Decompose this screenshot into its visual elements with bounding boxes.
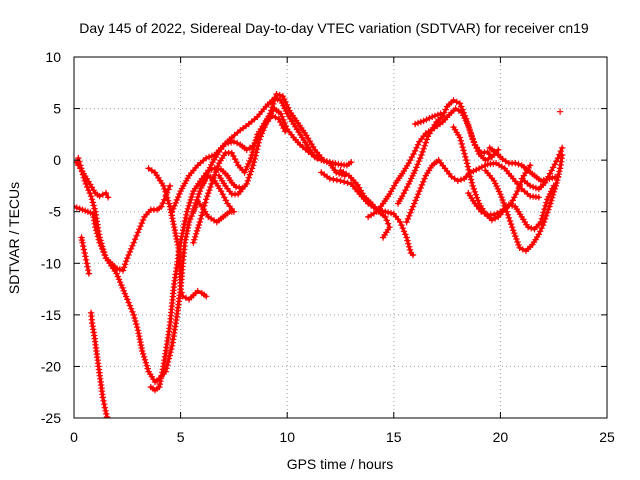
x-tick-label: 25 bbox=[599, 429, 615, 445]
series-point-markers bbox=[394, 97, 502, 207]
series-point-markers bbox=[482, 151, 566, 255]
series-arc-22 bbox=[482, 151, 566, 255]
series-arc-24 bbox=[556, 108, 564, 115]
axis-ticks: 0 5 10 15 20 25 -25 -20 -15 -10 -5 0 5 10 bbox=[41, 49, 615, 445]
y-tick-label: -15 bbox=[41, 307, 61, 323]
series-arc-7 bbox=[145, 165, 210, 303]
y-axis-label: SDTVAR / TECUs bbox=[6, 182, 22, 294]
series-arc-23 bbox=[518, 144, 566, 193]
chart-title: Day 145 of 2022, Sidereal Day-to-day VTE… bbox=[79, 20, 589, 36]
series-point-markers bbox=[145, 165, 210, 303]
series-arc-11 bbox=[198, 172, 238, 215]
series-point-markers bbox=[147, 165, 246, 394]
series-arc-6 bbox=[87, 309, 111, 418]
series-point-markers bbox=[411, 110, 444, 128]
x-tick-label: 15 bbox=[386, 429, 402, 445]
series-point-markers bbox=[190, 105, 321, 246]
y-tick-label: -5 bbox=[49, 204, 62, 220]
series-point-markers bbox=[87, 309, 111, 418]
y-tick-label: 0 bbox=[53, 152, 61, 168]
series-arc-18 bbox=[411, 110, 444, 128]
series-arc-3 bbox=[147, 165, 246, 394]
series-arc-12 bbox=[215, 112, 289, 198]
series-point-markers bbox=[74, 198, 235, 386]
data-series bbox=[74, 90, 566, 418]
series-point-markers bbox=[74, 159, 112, 201]
x-tick-label: 10 bbox=[279, 429, 295, 445]
grid bbox=[74, 57, 607, 418]
series-point-markers bbox=[215, 112, 289, 198]
plot-frame bbox=[73, 56, 608, 419]
series-point-markers bbox=[337, 167, 393, 241]
y-tick-label: -20 bbox=[41, 358, 61, 374]
series-arc-16 bbox=[394, 97, 502, 207]
series-point-markers bbox=[198, 172, 238, 215]
x-tick-label: 5 bbox=[177, 429, 185, 445]
series-point-markers bbox=[78, 234, 93, 277]
x-tick-label: 0 bbox=[70, 429, 78, 445]
y-tick-label: -25 bbox=[41, 410, 61, 426]
series-point-markers bbox=[518, 144, 566, 193]
y-tick-label: 5 bbox=[53, 101, 61, 117]
x-tick-label: 20 bbox=[493, 429, 509, 445]
y-tick-label: 10 bbox=[45, 49, 61, 65]
series-arc-14 bbox=[337, 167, 393, 241]
series-point-markers bbox=[556, 108, 564, 115]
x-axis-label: GPS time / hours bbox=[287, 456, 394, 472]
series-arc-17 bbox=[403, 156, 542, 226]
series-point-markers bbox=[318, 169, 417, 259]
series-point-markers bbox=[486, 144, 562, 184]
series-arc-5 bbox=[78, 234, 93, 277]
y-tick-label: -10 bbox=[41, 255, 61, 271]
series-arc-4 bbox=[74, 159, 112, 201]
